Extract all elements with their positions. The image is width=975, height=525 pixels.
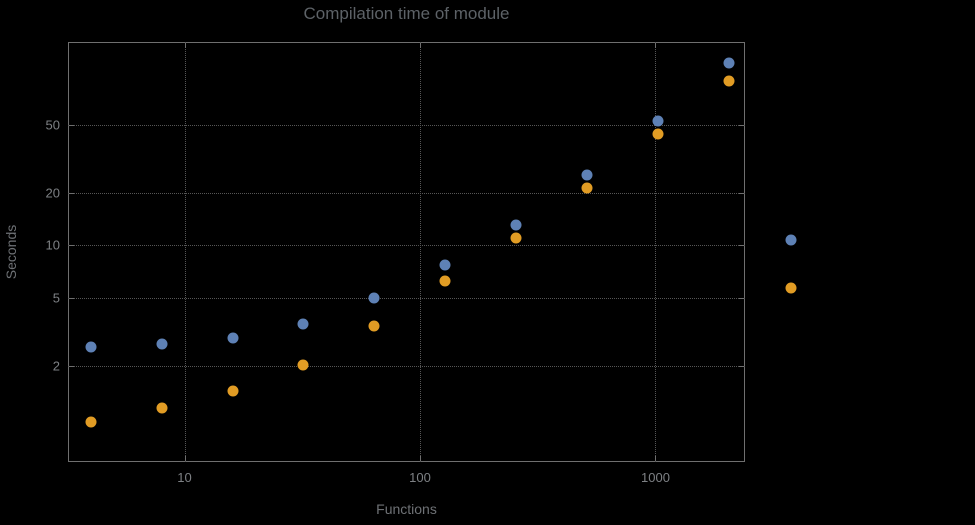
x-tick-label: 100 bbox=[409, 470, 431, 485]
chart-title: Compilation time of module bbox=[303, 4, 510, 23]
y-tick-label: 5 bbox=[52, 290, 60, 306]
y-tick-label: 20 bbox=[45, 185, 60, 201]
y-axis-label: Seconds bbox=[3, 224, 19, 280]
legend-marker-orange bbox=[785, 282, 797, 294]
x-axis-label: Functions bbox=[376, 501, 437, 517]
plot-frame bbox=[68, 42, 745, 462]
legend-marker-blue bbox=[785, 234, 797, 246]
y-tick-label: 50 bbox=[45, 117, 60, 133]
y-tick-label: 2 bbox=[52, 358, 60, 374]
x-tick-label: 1000 bbox=[641, 470, 670, 485]
x-tick-label: 10 bbox=[177, 470, 192, 485]
y-tick-label: 10 bbox=[45, 237, 60, 253]
